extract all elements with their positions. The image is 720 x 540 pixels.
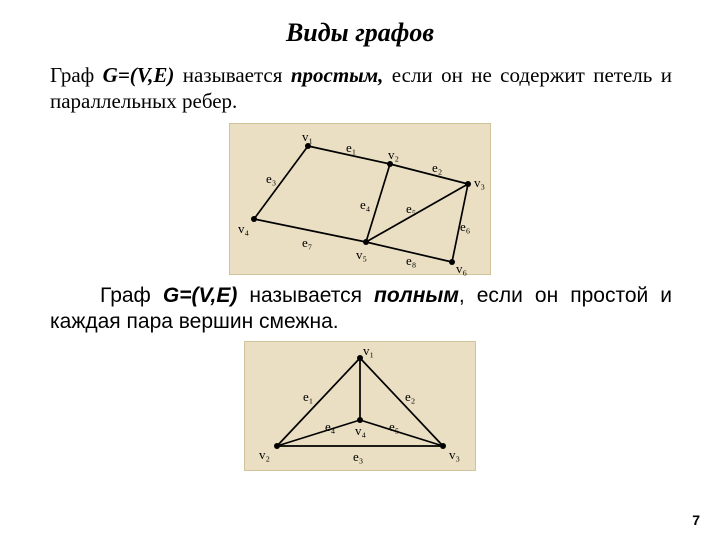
vertex-label: v₅ [356,248,367,261]
edge-label: e₂ [405,390,415,403]
definition-complete-graph: Граф G=(V,E) называется полным, если он … [50,283,672,336]
definition-simple-graph: Граф G=(V,E) называется простым, если он… [50,62,672,115]
edge [254,146,308,219]
edge-label: e₃ [353,450,363,463]
vertex-label: v₁ [363,344,374,357]
graph-simple: e₁ e₂ e₃ e₄ e₅ e₆ e₇ e₈ v₁ v₂ v₃ v₄ v₅ v₆ [229,123,491,275]
edge-label: e₃ [266,172,276,185]
vertex-label: v₃ [474,176,485,189]
slide-title: Виды графов [0,0,720,48]
text: Граф [100,284,163,307]
text: называется [174,63,290,87]
edge-label: e₄ [325,420,335,433]
vertex [251,216,257,222]
graph-complete: e₁ e₂ e₃ e₄ e₅ v₁ v₂ v₃ v₄ [244,341,476,471]
text: называется [237,284,374,307]
slide: Виды графов Граф G=(V,E) называется прос… [0,0,720,540]
edge-label: e₆ [460,220,470,233]
edge-label: e₁ [303,390,313,403]
vertex [363,239,369,245]
edge-label: e₇ [302,236,312,249]
graph-formula: G=(V,E) [103,63,175,87]
edge-label: e₅ [406,202,416,215]
edge-label: e₁ [346,141,356,154]
edge-label: e₄ [360,198,370,211]
term-simple: простым, [291,63,384,87]
vertex-label: v₁ [302,130,313,143]
edge-label: e₂ [432,161,442,174]
vertex-label: v₄ [238,222,249,235]
graph-formula: G=(V,E) [163,284,238,307]
graph2-wrap: e₁ e₂ e₃ e₄ e₅ v₁ v₂ v₃ v₄ [0,339,720,471]
vertex-label: v₂ [388,148,399,161]
vertex [440,443,446,449]
page-number: 7 [692,512,700,528]
vertex [449,259,455,265]
edge [390,164,468,184]
vertex [274,443,280,449]
term-complete: полным [374,284,459,307]
vertex-label: v₆ [456,262,467,275]
vertex-label: v₃ [449,448,460,461]
vertex-label: v₄ [355,424,366,437]
text: Граф [50,63,103,87]
edge-label: e₅ [389,420,399,433]
vertex [465,181,471,187]
vertex-label: v₂ [259,448,270,461]
edge-label: e₈ [406,254,416,267]
graph1-wrap: e₁ e₂ e₃ e₄ e₅ e₆ e₇ e₈ v₁ v₂ v₃ v₄ v₅ v₆ [0,123,720,275]
